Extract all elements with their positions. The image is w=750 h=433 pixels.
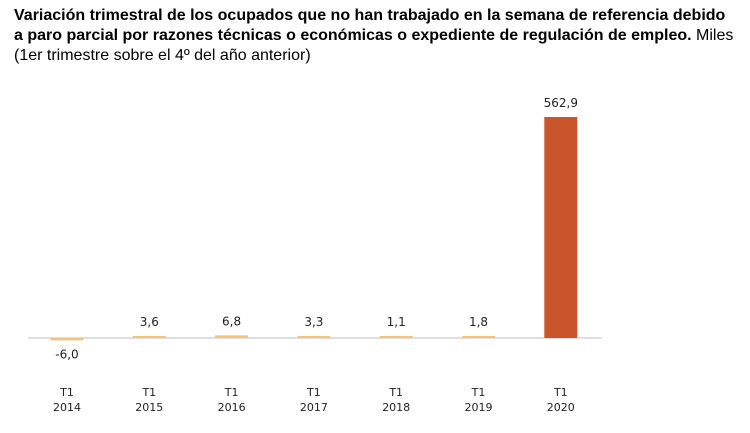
chart-title-block: Variación trimestral de los ocupados que… [14,6,736,66]
x-tick-year-2018: 2018 [382,401,410,414]
data-label-2015: 3,6 [140,315,159,329]
x-tick-year-2014: 2014 [53,401,81,414]
bar-2014 [50,338,84,341]
x-tick-quarter-2020: T1 [553,386,568,399]
bar-2016 [215,335,249,338]
x-tick-year-2020: 2020 [547,401,575,414]
bar-2017 [297,336,331,338]
bar-2018 [379,336,413,338]
x-tick-year-2015: 2015 [135,401,163,414]
bar-2020 [544,117,578,338]
bar-2019 [462,336,495,338]
x-tick-quarter-2018: T1 [388,386,403,399]
x-tick-year-2017: 2017 [300,401,328,414]
bar-2015 [132,336,166,338]
x-tick-quarter-2017: T1 [306,386,321,399]
data-label-2020: 562,9 [544,96,578,110]
x-tick-quarter-2016: T1 [224,386,239,399]
x-tick-quarter-2015: T1 [141,386,156,399]
chart-title: Variación trimestral de los ocupados que… [14,7,726,44]
x-tick-quarter-2014: T1 [59,386,74,399]
x-tick-year-2019: 2019 [465,401,493,414]
x-tick-year-2016: 2016 [218,401,246,414]
chart-subtitle: Miles (1er trimestre sobre el 4º del año… [14,27,734,64]
x-tick-quarter-2019: T1 [471,386,486,399]
data-label-2017: 3,3 [304,315,323,329]
data-label-2019: 1,8 [469,315,488,329]
data-label-2018: 1,1 [387,315,406,329]
data-label-2014: -6,0 [55,347,78,361]
data-label-2016: 6,8 [222,314,241,328]
